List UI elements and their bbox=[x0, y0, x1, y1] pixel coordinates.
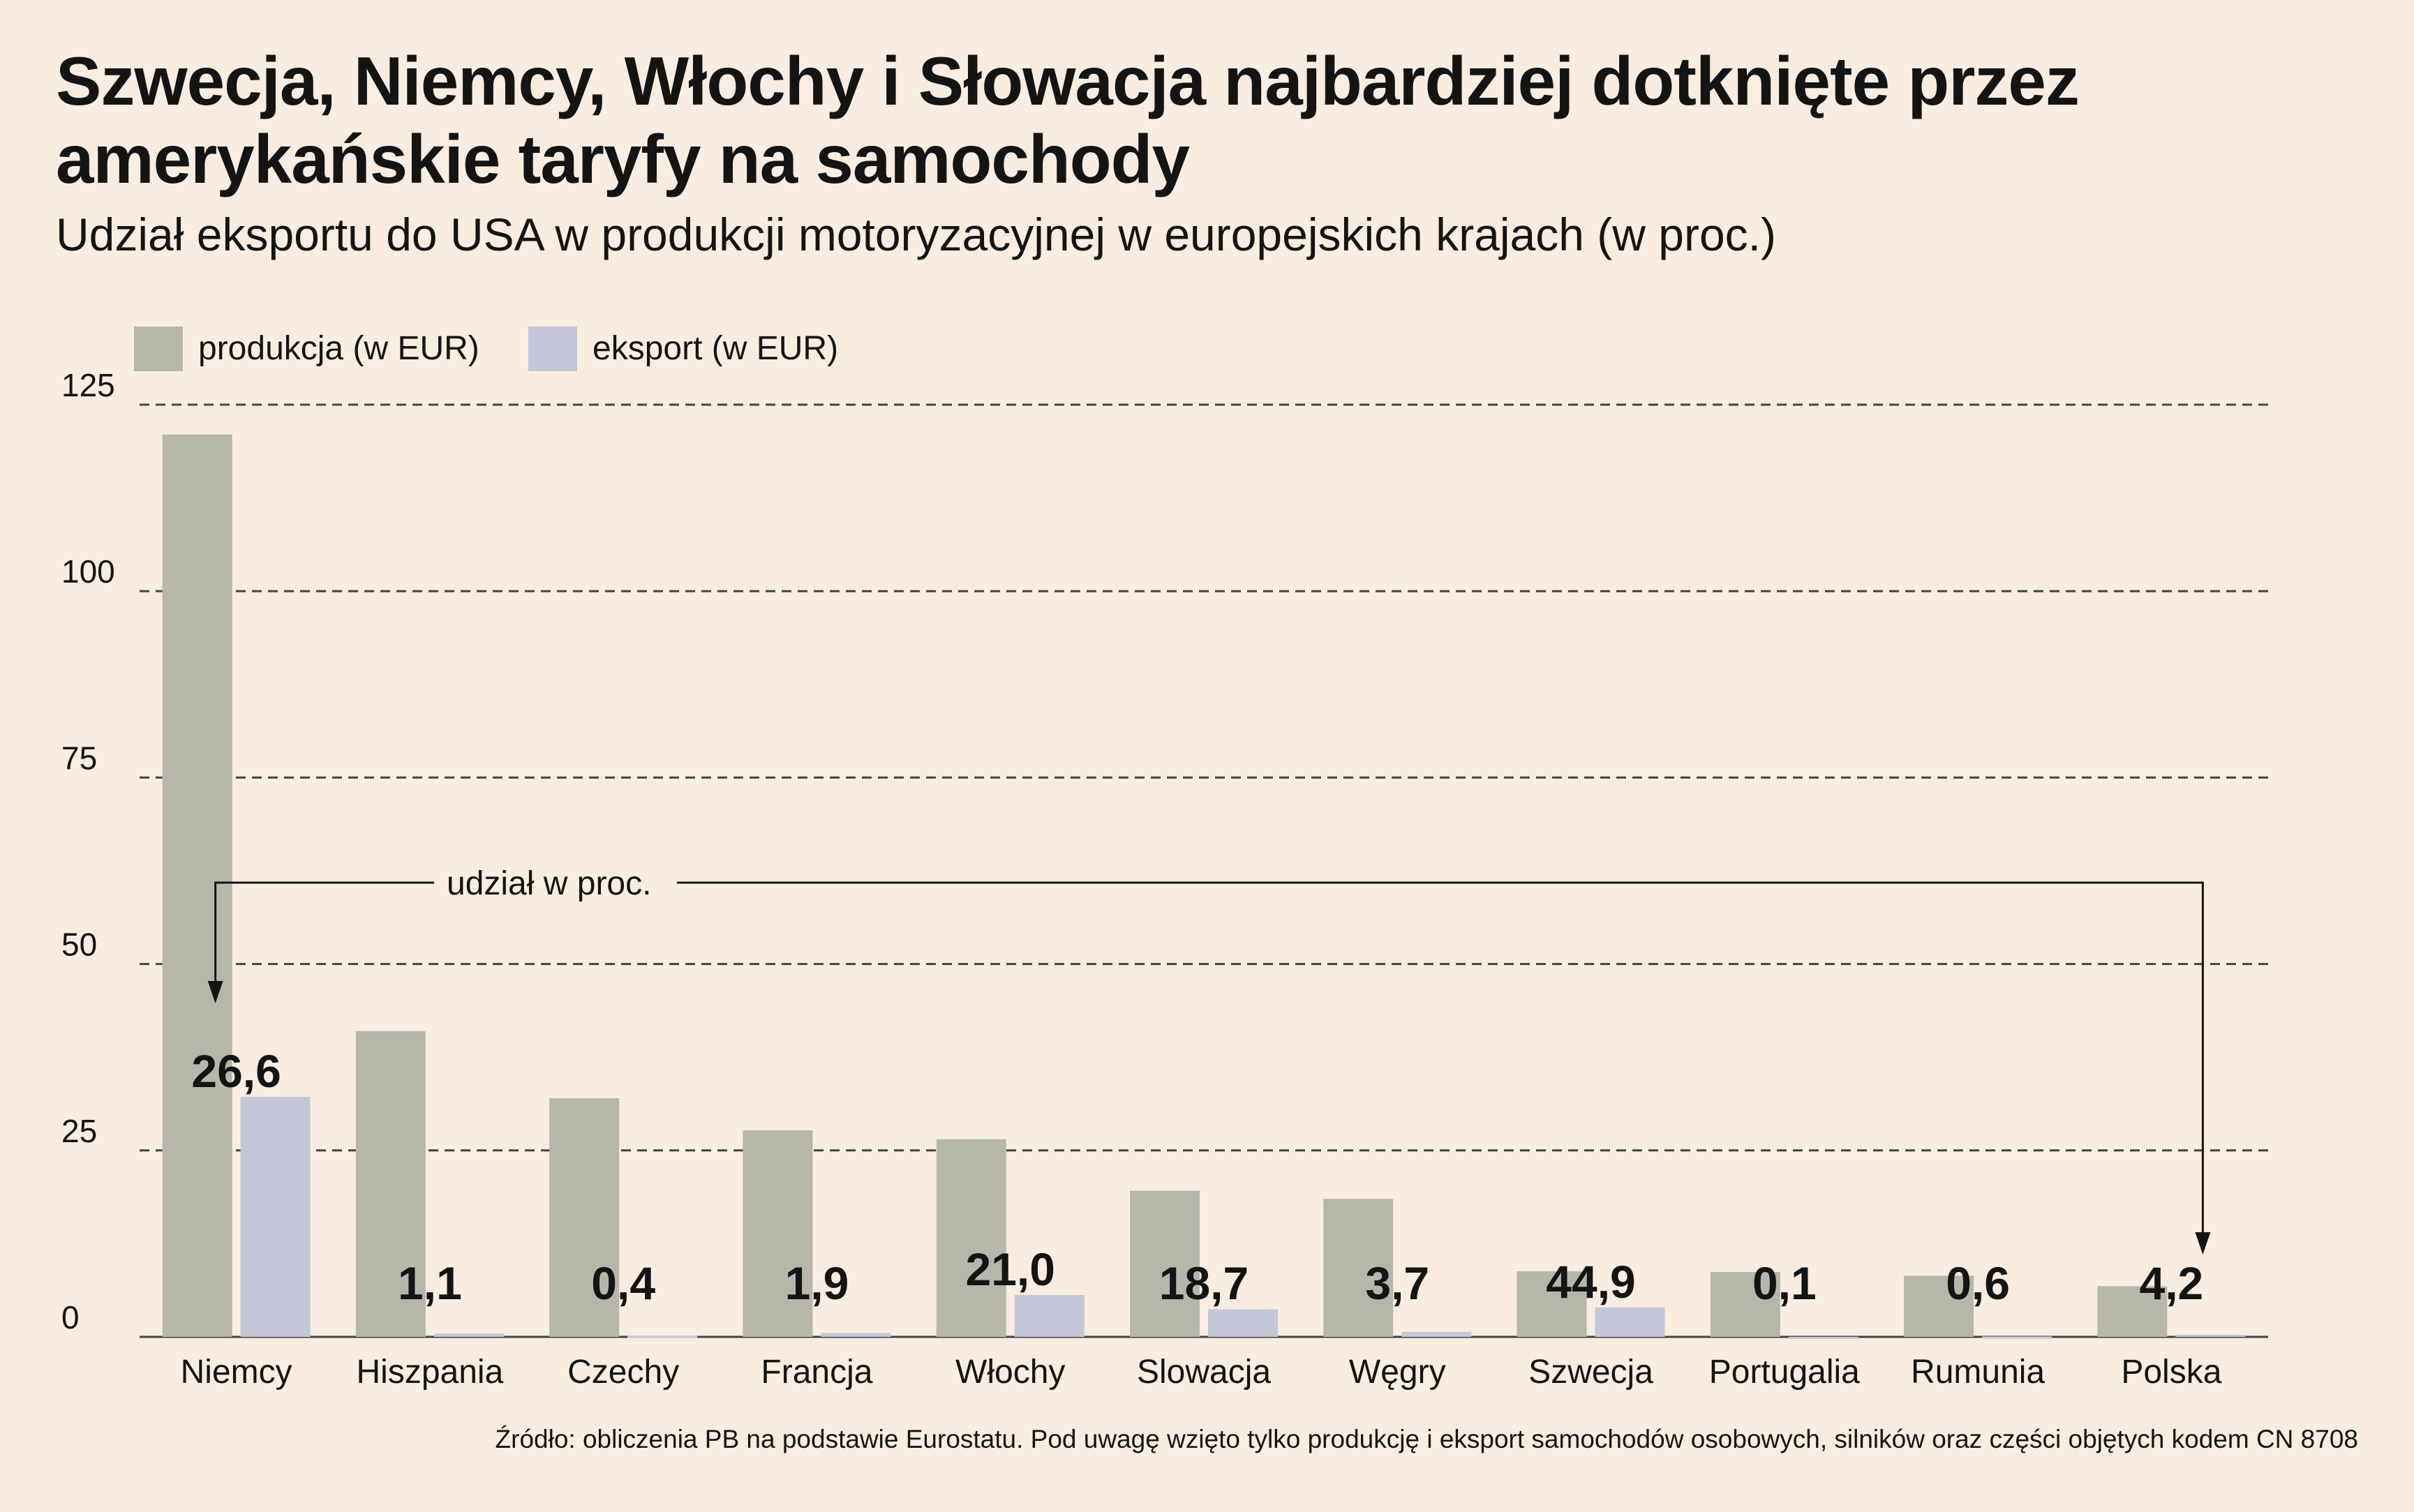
x-tick-label-4: Włochy bbox=[955, 1354, 1065, 1391]
share-label-8: 0,1 bbox=[1752, 1257, 1817, 1309]
x-tick-label-2: Czechy bbox=[567, 1354, 679, 1391]
legend-label-produkcja: produkcja (w EUR) bbox=[198, 330, 479, 367]
y-tick-label-25: 25 bbox=[61, 1113, 97, 1149]
bar-produkcja-4 bbox=[936, 1139, 1006, 1337]
share-label-7: 44,9 bbox=[1546, 1256, 1635, 1308]
bar-eksport-7 bbox=[1595, 1307, 1665, 1337]
y-tick-label-0: 0 bbox=[61, 1299, 80, 1335]
source-note: Źródło: obliczenia PB na podstawie Euros… bbox=[495, 1425, 2358, 1453]
legend-swatch-eksport bbox=[528, 327, 577, 371]
bar-eksport-10 bbox=[2175, 1334, 2246, 1337]
annotation-label: udział w proc. bbox=[447, 865, 651, 902]
x-axis-labels: Niemcy Hiszpania Czechy Francja Włochy Slowac… bbox=[181, 1354, 2222, 1391]
annotation-line-left bbox=[214, 881, 434, 996]
bar-produkcja-5 bbox=[1130, 1190, 1200, 1337]
bar-eksport-6 bbox=[1401, 1331, 1472, 1337]
share-label-3: 1,9 bbox=[785, 1257, 849, 1309]
legend-label-eksport: eksport (w EUR) bbox=[593, 330, 839, 367]
x-tick-label-5: Slowacja bbox=[1137, 1354, 1271, 1391]
share-label-4: 21,0 bbox=[965, 1243, 1055, 1295]
y-axis-ticks: 0 25 50 75 100 125 bbox=[61, 367, 115, 1335]
bar-eksport-2 bbox=[627, 1335, 698, 1338]
annotation-line-right bbox=[677, 881, 2204, 1234]
x-tick-label-0: Niemcy bbox=[181, 1354, 292, 1391]
x-tick-label-7: Szwecja bbox=[1528, 1354, 1653, 1391]
annotation-arrowhead-right bbox=[2195, 1232, 2211, 1255]
bar-produkcja-7 bbox=[1517, 1271, 1587, 1337]
legend-swatch-produkcja bbox=[134, 327, 183, 371]
bar-eksport-4 bbox=[1014, 1295, 1085, 1337]
x-tick-label-6: Węgry bbox=[1349, 1354, 1446, 1391]
bars bbox=[162, 434, 2246, 1339]
share-annotation: udział w proc. bbox=[207, 865, 2211, 1255]
y-tick-label-100: 100 bbox=[61, 553, 115, 590]
x-tick-label-3: Francja bbox=[761, 1354, 872, 1391]
bar-eksport-8 bbox=[1788, 1336, 1858, 1339]
bar-eksport-0 bbox=[240, 1096, 311, 1337]
y-tick-label-50: 50 bbox=[61, 927, 97, 963]
bar-produkcja-1 bbox=[355, 1031, 426, 1337]
x-tick-label-10: Polska bbox=[2121, 1354, 2221, 1391]
share-label-0: 26,6 bbox=[191, 1045, 281, 1097]
chart-subtitle: Udział eksportu do USA w produkcji motor… bbox=[56, 209, 1776, 260]
bar-produkcja-6 bbox=[1323, 1199, 1394, 1337]
bar-produkcja-0 bbox=[162, 434, 232, 1338]
bar-eksport-1 bbox=[433, 1333, 504, 1337]
y-tick-label-125: 125 bbox=[61, 367, 115, 403]
bar-eksport-9 bbox=[1982, 1336, 2052, 1339]
chart-title: Szwecja, Niemcy, Włochy i Słowacja najba… bbox=[56, 43, 2080, 197]
share-label-5: 18,7 bbox=[1159, 1257, 1249, 1309]
share-label-9: 0,6 bbox=[1946, 1257, 2010, 1309]
x-tick-label-8: Portugalia bbox=[1709, 1354, 1860, 1391]
x-tick-label-1: Hiszpania bbox=[357, 1354, 504, 1391]
bar-produkcja-2 bbox=[549, 1098, 620, 1337]
bar-produkcja-10 bbox=[2097, 1286, 2168, 1337]
bar-produkcja-3 bbox=[743, 1130, 813, 1337]
y-tick-label-75: 75 bbox=[61, 740, 97, 776]
bar-produkcja-9 bbox=[1904, 1275, 1974, 1337]
annotation-arrowhead-left bbox=[207, 981, 223, 1003]
bar-eksport-5 bbox=[1208, 1309, 1278, 1337]
bar-produkcja-8 bbox=[1710, 1272, 1780, 1337]
share-labels: 26,6 1,1 0,4 1,9 21,0 18,7 3,7 44,9 0,1 0,6 4,2 bbox=[191, 1045, 2203, 1309]
share-label-2: 0,4 bbox=[591, 1257, 655, 1309]
share-label-1: 1,1 bbox=[398, 1257, 462, 1309]
share-label-10: 4,2 bbox=[2139, 1257, 2203, 1309]
x-tick-label-9: Rumunia bbox=[1911, 1354, 2045, 1391]
bar-eksport-3 bbox=[821, 1333, 891, 1337]
share-label-6: 3,7 bbox=[1365, 1257, 1429, 1309]
